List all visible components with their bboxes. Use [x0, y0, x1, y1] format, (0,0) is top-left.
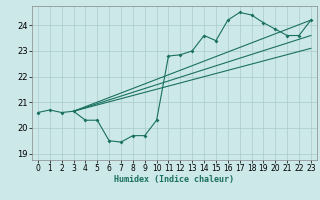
X-axis label: Humidex (Indice chaleur): Humidex (Indice chaleur)	[115, 175, 234, 184]
